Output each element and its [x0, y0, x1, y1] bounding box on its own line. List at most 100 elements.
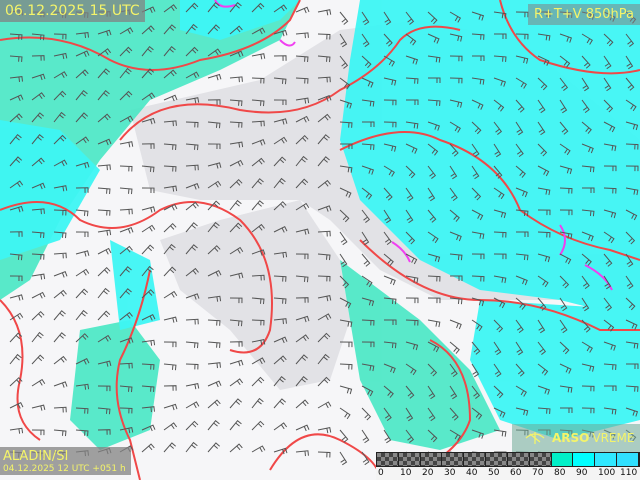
wind-barb: [163, 185, 178, 192]
wind-barb: [185, 293, 200, 300]
wind-barb: [273, 398, 286, 409]
wind-barb: [471, 341, 481, 355]
wind-barb: [427, 407, 436, 422]
wind-barb: [471, 209, 484, 221]
wind-barb: [97, 48, 112, 57]
wind-barb: [515, 341, 524, 356]
legend-tick-label: 90: [576, 468, 588, 478]
wind-barb: [207, 419, 220, 431]
wind-barb: [515, 363, 525, 377]
valid-time-label: 06.12.2025 15 UTC: [0, 0, 145, 22]
wind-barb: [97, 334, 112, 343]
wind-barb: [97, 187, 111, 195]
wind-barb: [427, 231, 439, 244]
wind-barb: [537, 77, 548, 91]
wind-barb: [471, 99, 484, 110]
wind-barb: [581, 341, 593, 353]
wind-barb: [31, 253, 45, 260]
wind-barb: [537, 143, 548, 157]
wind-barb: [471, 385, 481, 399]
wind-barb: [384, 319, 397, 325]
wind-barb: [603, 33, 614, 47]
wind-barb: [317, 376, 331, 387]
wind-barb: [163, 4, 178, 13]
wind-barb: [185, 401, 200, 409]
wind-barb: [515, 77, 527, 89]
wind-barb: [450, 275, 463, 281]
wind-barb: [31, 92, 46, 101]
wind-barb: [383, 429, 392, 444]
wind-barb: [97, 209, 111, 216]
wind-barb: [339, 275, 350, 289]
wind-barb: [251, 77, 265, 84]
wind-barb: [603, 253, 613, 267]
wind-barb: [207, 399, 221, 409]
wind-barb: [405, 187, 414, 202]
wind-barb: [229, 99, 243, 107]
wind-barb: [119, 245, 133, 255]
wind-barb: [361, 319, 375, 326]
wind-barb: [449, 385, 458, 400]
wind-barb: [559, 341, 570, 355]
wind-barb: [295, 97, 310, 104]
wind-barb: [427, 429, 438, 443]
wind-barb: [141, 224, 156, 233]
wind-barb: [603, 363, 617, 370]
wind-barb: [493, 253, 507, 260]
wind-barb: [383, 363, 396, 374]
wind-barb: [603, 297, 613, 311]
wind-barb: [229, 222, 243, 233]
wind-barb: [537, 297, 547, 311]
wind-barb: [9, 55, 23, 62]
wind-barb: [251, 249, 266, 256]
wind-barb: [207, 48, 222, 57]
wind-barb: [75, 187, 89, 193]
wind-barb: [383, 165, 395, 177]
wind-barb: [185, 420, 199, 431]
wind-barb: [185, 363, 199, 370]
wind-barb: [559, 319, 568, 334]
wind-barb: [405, 253, 418, 265]
wind-barb: [339, 429, 349, 443]
wind-barb: [383, 341, 397, 349]
wind-barb: [493, 55, 507, 62]
wind-barb: [207, 362, 221, 369]
wind-barb: [295, 228, 310, 235]
wind-barb: [339, 297, 352, 309]
wind-barb: [251, 27, 266, 35]
wind-barb: [31, 33, 45, 41]
wind-barb: [185, 222, 198, 233]
wind-barb: [339, 231, 348, 246]
wind-barb: [119, 311, 133, 321]
wind-barb: [515, 187, 528, 198]
wind-barb: [515, 99, 525, 113]
wind-barb: [229, 76, 243, 83]
wind-barb: [383, 385, 394, 398]
wind-barb: [625, 231, 636, 245]
wind-barb: [141, 339, 156, 346]
wind-barb: [361, 33, 370, 48]
wind-barb: [31, 310, 45, 321]
wind-barb: [449, 209, 460, 222]
wind-barb: [317, 9, 332, 16]
wind-barb: [581, 77, 590, 92]
wind-barb: [97, 266, 111, 277]
wind-barb: [515, 407, 529, 416]
wind-barb: [625, 187, 639, 196]
wind-barb: [31, 157, 45, 167]
wind-barb: [537, 33, 551, 41]
wind-barb: [229, 199, 242, 211]
wind-barb: [449, 407, 459, 421]
wind-barb: [9, 113, 23, 123]
wind-barb: [229, 341, 243, 347]
arso-brand[interactable]: ARSO VREME: [512, 424, 640, 452]
wind-barb: [427, 385, 436, 400]
wind-barb: [207, 319, 221, 326]
wind-barb: [273, 225, 288, 233]
wind-barb: [53, 310, 66, 321]
brand-name-bold: ARSO: [552, 431, 590, 445]
wind-barb: [229, 2, 242, 13]
wind-barb: [405, 341, 419, 351]
wind-barb: [295, 6, 310, 14]
